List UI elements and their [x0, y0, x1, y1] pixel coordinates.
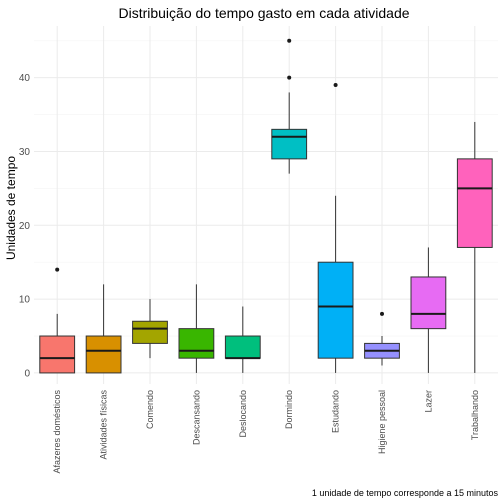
y-tick-label: 40 [19, 73, 31, 84]
box-iqr [133, 321, 168, 343]
box-8 [411, 247, 446, 372]
x-tick-label: Estudando [331, 390, 341, 433]
outlier-point [287, 76, 291, 80]
boxes [40, 39, 492, 373]
outlier-point [334, 83, 338, 87]
chart-caption: 1 unidade de tempo corresponde a 15 minu… [312, 488, 499, 498]
x-tick-label: Afazeres domésticos [52, 390, 62, 474]
x-tick-label: Descansando [191, 390, 201, 445]
box-1 [86, 284, 121, 373]
x-tick-label: Lazer [423, 390, 433, 413]
y-tick-label: 20 [19, 221, 31, 232]
x-tick-label: Higiene pessoal [377, 390, 387, 454]
box-iqr [225, 336, 260, 358]
box-2 [133, 299, 168, 358]
y-tick-label: 0 [24, 368, 30, 379]
x-axis-ticks: Afazeres domésticos Atividades físicas Com… [52, 390, 480, 474]
outlier-point [287, 39, 291, 43]
box-3 [179, 284, 214, 373]
x-tick-label: Comendo [145, 390, 155, 429]
box-9 [457, 122, 492, 373]
box-iqr [40, 336, 75, 373]
box-iqr [179, 329, 214, 359]
x-tick-label: Deslocando [238, 390, 248, 438]
x-tick-label: Dormindo [284, 390, 294, 429]
box-iqr [272, 129, 307, 159]
box-iqr [457, 159, 492, 248]
y-axis-label: Unidades de tempo [4, 156, 18, 260]
chart-title: Distribuição do tempo gasto em cada ativ… [118, 5, 409, 21]
outlier-point [380, 312, 384, 316]
y-axis-ticks: 0 10 20 30 40 [19, 73, 31, 379]
y-tick-label: 30 [19, 147, 31, 158]
x-tick-label: Trabalhando [470, 390, 480, 440]
x-tick-label: Atividades físicas [99, 390, 109, 460]
box-iqr [86, 336, 121, 373]
box-4 [225, 306, 260, 372]
outlier-point [55, 268, 59, 272]
box-iqr [411, 277, 446, 329]
y-tick-label: 10 [19, 295, 31, 306]
box-iqr [318, 262, 353, 358]
